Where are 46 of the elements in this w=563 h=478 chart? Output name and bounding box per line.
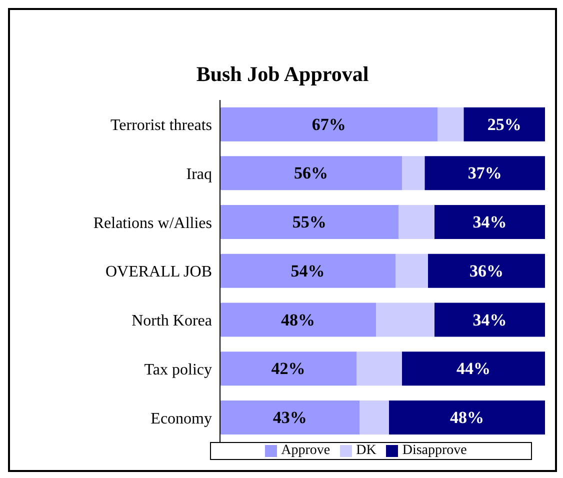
bar xyxy=(402,156,425,190)
bar xyxy=(220,352,356,386)
bar xyxy=(220,302,376,337)
bar xyxy=(398,205,434,240)
bar xyxy=(220,156,402,190)
data-label: 42% xyxy=(271,359,306,378)
bar xyxy=(360,400,389,434)
bar xyxy=(424,156,545,190)
y-tick-label: Terrorist threats xyxy=(110,117,212,134)
data-label: 37% xyxy=(468,164,502,183)
y-tick-label: Economy xyxy=(150,410,212,428)
chart-title: Bush Job Approval xyxy=(195,62,370,88)
data-label: 34% xyxy=(472,310,507,330)
y-tick-label: North Korea xyxy=(132,312,212,330)
bar xyxy=(402,352,545,386)
bar xyxy=(220,400,360,434)
data-label: 25% xyxy=(487,114,522,134)
legend-label: Disapprove xyxy=(402,443,467,458)
bar xyxy=(438,107,464,142)
bar xyxy=(396,254,428,288)
bar xyxy=(376,302,434,337)
y-tick-label: Iraq xyxy=(186,166,212,183)
bar xyxy=(389,400,545,434)
bar xyxy=(434,205,545,240)
y-tick-label: Relations w/Allies xyxy=(93,214,212,232)
y-tick-label: Tax policy xyxy=(144,361,212,378)
bar xyxy=(464,107,545,142)
data-label: 36% xyxy=(470,261,504,280)
bar xyxy=(434,302,545,337)
bar xyxy=(356,352,402,386)
data-label: 48% xyxy=(281,310,315,330)
bar xyxy=(428,254,545,288)
bar xyxy=(220,254,396,288)
y-tick-label: OVERALL JOB xyxy=(105,264,212,281)
legend-label: DK xyxy=(356,443,376,458)
data-label: 43% xyxy=(272,408,307,427)
data-label: 55% xyxy=(292,212,326,232)
bar xyxy=(220,205,399,240)
data-label: 54% xyxy=(290,261,325,280)
data-label: 48% xyxy=(450,408,484,427)
data-label: 44% xyxy=(456,359,490,378)
data-label: 34% xyxy=(472,212,507,232)
bar xyxy=(220,107,438,142)
data-label: 56% xyxy=(294,164,328,183)
data-label: 67% xyxy=(312,114,346,134)
legend-label: Approve xyxy=(281,443,330,458)
